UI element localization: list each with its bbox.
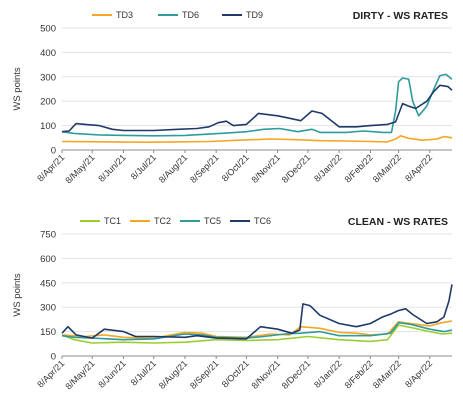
y-tick-label-0: 0 [51, 146, 56, 157]
series-line-td3 [61, 135, 453, 143]
legend-item-tc5: TC5 [180, 216, 221, 226]
legend-item-tc2: TC2 [130, 216, 171, 226]
clean-y-axis-label: WS points [12, 273, 23, 317]
clean-ws-rates-chart: CLEAN - WS RATES TC1 TC2 TC5 TC6 0 150 300 450 60… [12, 216, 453, 392]
x-tick-label: 8/Oct/21 [220, 152, 251, 183]
x-tick-label: 8/Dec/21 [280, 358, 313, 391]
x-tick-label: 8/Jan/22 [312, 152, 343, 183]
x-tick-label: 8/Feb/22 [343, 152, 375, 184]
x-tick-label: 8/Mar/22 [371, 152, 403, 184]
y-tick-label-500: 500 [40, 24, 56, 35]
x-tick-label: 8/Nov/21 [250, 152, 283, 185]
clean-chart-title: CLEAN - WS RATES [348, 216, 448, 228]
y-tick-label-300: 300 [40, 72, 56, 83]
legend-item-td9: TD9 [222, 10, 263, 20]
x-tick-label: 8/Jun/21 [96, 358, 127, 389]
legend-item-td6: TD6 [158, 10, 199, 20]
x-tick-label: 8/May/21 [63, 152, 96, 185]
x-tick-label: 8/Nov/21 [250, 358, 283, 391]
x-tick-label: 8/Apr/22 [403, 358, 434, 389]
x-tick-label: 8/Sep/21 [188, 358, 221, 391]
x-tick-label: 8/Apr/21 [35, 152, 66, 183]
series-line-td9 [61, 84, 453, 133]
legend-item-tc1: TC1 [80, 216, 121, 226]
series-line-tc5 [61, 321, 453, 341]
x-tick-label: 8/Oct/21 [220, 358, 251, 389]
x-tick-label: 8/Jan/22 [312, 358, 343, 389]
dirty-ws-rates-chart: DIRTY - WS RATES TD3 TD6 TD9 0 100 200 300 400 50… [12, 10, 453, 186]
x-tick-label: 8/Apr/21 [35, 358, 66, 389]
x-tick-label: 8/Aug/21 [157, 152, 190, 185]
x-tick-label: 8/Apr/22 [403, 152, 434, 183]
x-tick-label: 8/Dec/21 [280, 152, 313, 185]
legend-label-td6: TD6 [182, 10, 199, 20]
y-tick-label-150: 150 [40, 327, 56, 338]
series-line-td6 [61, 73, 453, 137]
y-tick-label-0: 0 [51, 352, 56, 363]
series-line-tc6 [61, 284, 453, 340]
legend-label-tc5: TC5 [204, 216, 221, 226]
y-tick-label-600: 600 [40, 254, 56, 265]
x-tick-label: 8/Mar/22 [371, 358, 403, 390]
legend-item-td3: TD3 [92, 10, 133, 20]
y-tick-label-750: 750 [40, 230, 56, 241]
y-tick-label-400: 400 [40, 48, 56, 59]
legend-item-tc6: TC6 [230, 216, 271, 226]
y-tick-label-300: 300 [40, 303, 56, 314]
legend-label-tc1: TC1 [104, 216, 121, 226]
x-tick-label: 8/Jun/21 [96, 152, 127, 183]
x-tick-label: 8/Sep/21 [188, 152, 221, 185]
y-tick-label-100: 100 [40, 121, 56, 132]
series-line-tc2 [61, 320, 453, 339]
y-tick-label-200: 200 [40, 97, 56, 108]
dirty-chart-title: DIRTY - WS RATES [353, 10, 448, 22]
legend-label-tc2: TC2 [154, 216, 171, 226]
x-tick-label: 8/Jul/21 [129, 152, 158, 181]
x-tick-label: 8/Jul/21 [129, 358, 158, 387]
dirty-y-axis-label: WS points [12, 67, 23, 111]
x-tick-label: 8/Feb/22 [343, 358, 375, 390]
x-tick-label: 8/Aug/21 [157, 358, 190, 391]
legend-label-tc6: TC6 [254, 216, 271, 226]
legend-label-td3: TD3 [116, 10, 133, 20]
x-tick-label: 8/May/21 [63, 358, 96, 391]
y-tick-label-450: 450 [40, 278, 56, 289]
legend-label-td9: TD9 [246, 10, 263, 20]
series-line-tc1 [61, 324, 453, 344]
